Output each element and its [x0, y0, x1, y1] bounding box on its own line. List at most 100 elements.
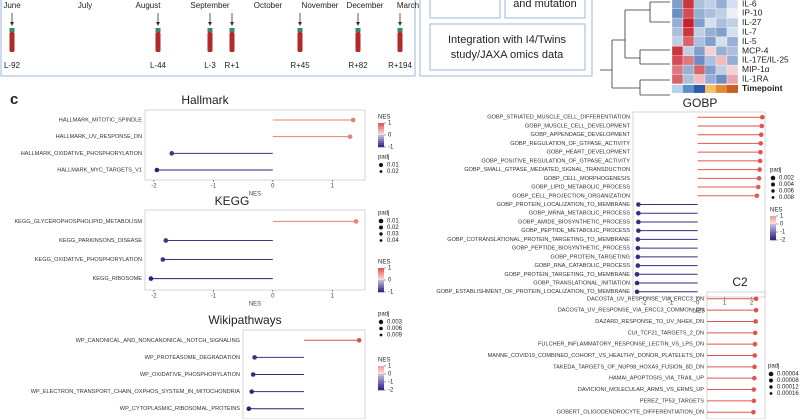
lollipop-dot: [636, 210, 641, 216]
dendrogram: [600, 1, 670, 96]
size-legend-label: 0.01: [387, 163, 399, 169]
tube-cap: [297, 28, 303, 32]
size-legend-label: 0.004: [779, 182, 795, 188]
size-legend-dot: [769, 392, 773, 395]
lollipop-dot: [753, 307, 759, 313]
size-legend-dot: [379, 163, 383, 167]
arrow-head: [10, 22, 14, 26]
category-label: KEGG_PARKINSONS_DISEASE: [59, 238, 142, 244]
size-legend-label: 0.006: [387, 326, 403, 332]
inner-box: [429, 23, 586, 71]
chart-title: Hallmark: [181, 93, 229, 107]
size-legend-dot: [379, 239, 383, 242]
lollipop-dot: [163, 238, 169, 243]
colorbar-step: [378, 370, 384, 373]
heatmap-cell: [715, 8, 728, 19]
legend-title: NES: [770, 208, 782, 214]
size-legend-dot: [379, 326, 383, 331]
category-label: GOBP_MRNA_METABOLIC_PROCESS: [529, 211, 630, 217]
chart-title: KEGG: [215, 194, 250, 208]
heatmap-cell: [693, 27, 706, 38]
sample-label: R+82: [348, 61, 368, 70]
colorbar-step: [378, 141, 384, 144]
plot-frame: [632, 111, 766, 298]
plot-frame: [144, 109, 366, 181]
heatmap-cell: [715, 46, 728, 56]
colorbar-step: [770, 228, 776, 231]
size-legend-label: 0.00016: [777, 391, 799, 397]
tube: [397, 32, 403, 52]
colorbar-step: [378, 129, 384, 132]
lollipop-dot: [353, 219, 359, 224]
integration-text: Integration with I4/Twins: [448, 34, 567, 46]
heatmap-cell: [693, 8, 706, 19]
heatmap-cell: [693, 0, 706, 9]
heatmap-cell: [682, 17, 695, 28]
category-label: GOBP_REGULATION_OF_GTPASE_ACTIVITY: [510, 141, 630, 147]
heatmap-cell: [693, 55, 706, 66]
heatmap-cell: [704, 27, 717, 38]
heatmap-cell: [726, 64, 739, 75]
x-tick-label: -1: [211, 184, 217, 190]
colorbar-step: [378, 123, 384, 126]
heatmap-cell: [704, 74, 717, 85]
x-tick-label: 0: [271, 294, 275, 300]
category-label: GOBP_TRANSLATIONAL_INITIATION: [533, 281, 630, 287]
colorbar-step: [770, 230, 776, 233]
size-legend-dot: [770, 175, 776, 181]
timepoint-cell: [694, 84, 705, 93]
heatmap-row-label: IL-7: [742, 26, 757, 36]
month-label: August: [136, 1, 162, 10]
lollipop-dot: [635, 263, 641, 268]
colorbar-step: [378, 272, 384, 275]
lollipop-dot: [636, 202, 641, 207]
colorbar-step: [378, 372, 384, 375]
colorbar-label: -1: [388, 290, 394, 296]
chart-title: C2: [732, 275, 748, 289]
heatmap-cell: [693, 74, 706, 85]
category-label: GOBP_CELL_PROJECTION_ORGANIZATION: [512, 193, 630, 199]
colorbar-step: [770, 238, 776, 241]
category-label: GOBP_PROTEIN_TARGETING_TO_MEMBRANE: [504, 272, 630, 278]
colorbar-label: 1: [388, 121, 392, 127]
lollipop-dot: [252, 355, 257, 360]
sample-label: R+194: [388, 61, 412, 70]
size-legend-dot: [769, 385, 773, 389]
category-label: KEGG_RIBOSOME: [93, 276, 143, 282]
category-label: KEGG_OXIDATIVE_PHOSPHORYLATION: [35, 257, 142, 263]
x-axis-label: NES: [249, 302, 261, 308]
colorbar-step: [378, 143, 384, 146]
category-label: GOBP_ESTABLISHMENT_OF_PROTEIN_LOCALIZATI…: [436, 289, 630, 295]
category-label: DAZARD_RESPONSE_TO_UV_NHEK_DN: [595, 319, 704, 325]
timepoint-cell: [672, 84, 683, 93]
size-legend-label: 0.00008: [777, 378, 799, 384]
x-tick-label: 1: [331, 184, 335, 190]
size-legend-label: 0.00004: [777, 372, 799, 378]
colorbar-step: [378, 139, 384, 142]
heatmap-cell: [704, 36, 717, 47]
lollipop-dot: [752, 353, 758, 358]
legend-title: padj: [770, 168, 781, 174]
size-legend-dot: [379, 225, 383, 230]
heatmap-cell: [693, 46, 706, 56]
sample-label: R+1: [225, 61, 240, 70]
heatmap-cell: [704, 8, 717, 19]
x-tick-label: 1: [331, 294, 335, 300]
x-tick-label: 1: [723, 301, 727, 307]
tube: [355, 32, 361, 52]
colorbar-step: [378, 135, 384, 138]
heatmap-cell: [682, 64, 695, 75]
colorbar-step: [378, 384, 384, 387]
tube: [229, 32, 235, 52]
heatmap-cell: [682, 8, 695, 19]
heatmap-row-label: IL-17E/IL-25: [742, 55, 789, 65]
heatmap-cell: [726, 0, 739, 9]
heatmap-cell: [715, 0, 728, 9]
category-label: HALLMARK_OXIDATIVE_PHOSPHORYLATION: [21, 151, 142, 157]
lollipop-dot: [634, 272, 640, 277]
category-label: DAVICIONI_MOLECULAR_ARMS_VS_ERMS_UP: [578, 387, 704, 393]
size-legend-label: 0.00012: [777, 385, 799, 391]
arrow-head: [356, 22, 360, 26]
tube: [297, 32, 303, 52]
